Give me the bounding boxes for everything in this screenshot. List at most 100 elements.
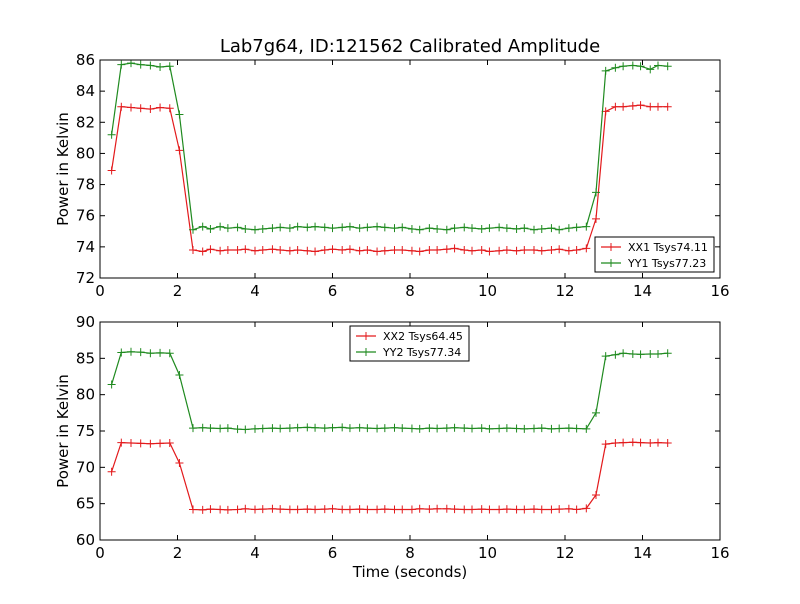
series-2-point [390,224,399,233]
series-2-point [320,223,329,232]
series-2-point [373,222,382,231]
series-2-point [442,225,451,234]
series-2-point [582,222,591,231]
series-2-point [233,425,242,434]
series-2-point [512,424,521,433]
series-2-point [485,424,494,433]
y-tick-label: 82 [76,113,95,131]
series-1-point [646,102,655,111]
series-2-point [146,61,155,70]
series-2-point [165,349,174,358]
x-tick-label: 12 [555,282,574,300]
series-1-point [320,245,329,254]
x-tick-label: 2 [173,544,183,562]
series-1-point [592,490,600,499]
series-1-point [601,440,610,449]
series-2-point [380,424,389,433]
series-1-point [345,245,354,254]
x-tick-label: 8 [405,282,415,300]
series-2-point [547,424,556,433]
series-1-point [136,104,145,113]
legend-box [349,325,470,362]
series-2-point [468,224,476,233]
legend-marker [607,243,615,251]
series-1-point [276,245,285,254]
series-2-point [425,424,434,433]
series-1-point [555,505,564,514]
series-2-point [198,222,207,231]
series-2-point [216,222,225,231]
series-2-point [477,224,486,233]
series-2-point [407,424,416,433]
series-2-point [328,224,337,233]
series-2-point [311,423,320,432]
x-tick-label: 10 [478,544,497,562]
series-1-point [520,505,529,514]
series-1-point [136,439,145,448]
series-1-point [363,505,372,514]
series-2-point [380,223,389,232]
series-1-point [611,438,620,447]
x-tick-label: 12 [555,544,574,562]
series-1-point [311,247,320,256]
legend-marker [607,259,615,267]
series-2-point [338,223,347,232]
series-1-point [156,103,165,112]
series-2-point [592,408,600,417]
x-tick-label: 14 [633,544,652,562]
series-1-point [251,246,259,255]
series-2-point [320,424,329,433]
series-1-point [663,438,672,447]
series-1-point [268,245,277,254]
series-2-point [407,224,416,233]
series-1-point [537,246,546,255]
series-2-point [628,61,637,70]
series-2-point [363,223,372,232]
series-2-point [156,348,165,357]
series-2-point [398,424,407,433]
series-2-point [555,225,564,234]
series-2-point [460,424,469,433]
series-2-point [117,60,126,69]
series-1-point [175,146,184,155]
series-2-point [390,423,399,432]
y-tick-label: 74 [76,238,95,256]
series-2-point [611,63,620,72]
series-2-point [198,423,207,432]
series-2-point [547,224,556,233]
series-1-point [198,247,207,256]
x-tick-label: 16 [710,544,729,562]
series-2-point [127,347,135,356]
series-2-point [619,349,628,358]
series-2-point [223,224,232,233]
series-2-point [468,424,476,433]
series-2-point [537,424,546,433]
series-1-point [241,504,250,513]
series-1-point [268,504,277,513]
legend: XX2 Tsys64.45 YY2 Tsys77.34 [349,325,470,362]
series-1-point [355,505,364,514]
series-2-point [206,424,215,433]
series-2-point [433,424,442,433]
series-1-point [555,245,564,254]
series-2-point [338,423,347,432]
figure-title: Lab7g64, ID:121562 Calibrated Amplitude [220,36,600,57]
series-1-point [146,439,155,448]
series-2-point [477,424,486,433]
series-2-point [268,224,277,233]
x-tick-label: 14 [633,282,652,300]
legend-label: YY2 Tsys77.34 [382,346,461,359]
series-1-point [127,438,135,447]
series-1-point [345,505,354,514]
series-2-point [485,224,494,233]
series-2-point [293,423,302,432]
series-2-point [165,62,174,71]
series-1-point [582,504,591,513]
series-1-point [373,247,382,256]
series-1-point [537,505,546,514]
series-1-point [628,101,637,110]
series-1-point [303,246,312,255]
series-1-point [485,247,494,256]
y-tick-label: 76 [76,207,95,225]
